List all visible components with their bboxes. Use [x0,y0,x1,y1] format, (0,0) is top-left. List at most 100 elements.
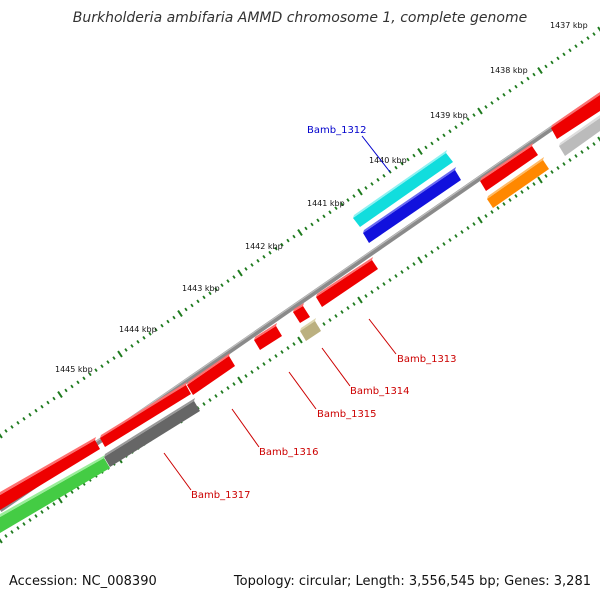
inner-scale-tick [202,402,206,406]
outer-scale-tick [190,303,194,308]
inner-scale-tick [268,358,272,362]
outer-scale-tick [220,283,224,287]
outer-scale-tick [442,133,446,138]
outer-scale-tick [477,107,483,115]
outer-scale-tick [376,178,380,182]
outer-scale-tick [328,210,332,215]
gene-red-right-top[interactable] [551,92,600,139]
gene-label-bamb-1317[interactable]: Bamb_1317 [191,490,251,501]
inner-scale-tick [220,390,224,394]
outer-scale-tick [88,372,92,377]
outer-scale-tick [502,92,506,97]
gene-red-left-outer-1[interactable] [0,437,100,510]
outer-scale-tick [532,72,536,77]
outer-scale-tick [537,67,543,74]
gene-label-bamb-1316[interactable]: Bamb_1316 [259,447,319,458]
outer-scale-tick [526,76,530,81]
inner-scale-tick [568,158,572,162]
inner-scale-tick [556,166,560,170]
outer-scale-tick [484,105,488,109]
outer-scale-tick [597,26,600,32]
outer-scale-tick [382,173,386,178]
gene-bamb-1315[interactable] [254,323,282,350]
inner-scale-tick [477,216,483,224]
gene-label-bamb-1315[interactable]: Bamb_1315 [317,409,377,420]
inner-scale-tick [484,214,488,218]
inner-scale-tick [532,182,536,186]
inner-scale-tick [328,318,332,322]
outer-scale-tick [136,340,140,344]
outer-scale-tick [514,84,518,89]
gene-bamb-1314-khaki[interactable] [300,318,321,341]
outer-scale-tick [244,267,248,271]
outer-scale-tick [592,32,596,36]
outer-scale-tick [466,117,470,121]
inner-scale-tick [502,202,506,206]
inner-scale-tick [424,254,428,258]
gene-bamb-1312-cyan[interactable] [353,150,453,227]
outer-scale-tick [124,348,128,352]
outer-scale-tick [490,101,494,105]
outer-scale-tick [286,238,290,243]
outer-scale-ticks [0,26,600,439]
scale-label-1443: 1443 kbp [182,284,220,293]
inner-scale-tick [46,506,50,510]
inner-scale-tick [388,278,392,282]
gene-bamb-1316[interactable] [187,353,235,395]
gene-label-bamb-1314[interactable]: Bamb_1314 [350,386,410,397]
inner-scale-tick [520,190,524,194]
outer-scale-tick [184,307,188,312]
inner-scale-tick [22,522,26,526]
gene-label-bamb-1312[interactable]: Bamb_1312 [307,125,367,136]
inner-scale-tick [292,342,296,346]
outer-scale-tick [57,391,63,398]
outer-scale-tick [177,310,183,317]
outer-scale-tick [460,121,464,125]
outer-scale-tick [106,360,110,364]
outer-scale-tick [52,396,56,401]
gene-red-right-2[interactable] [480,143,538,191]
outer-scale-tick [76,380,80,385]
inner-scale-tick [16,526,20,530]
outer-scale-tick [82,376,86,381]
outer-scale-tick [130,344,134,348]
map-title: Burkholderia ambifaria AMMD chromosome 1… [72,10,528,26]
gene-orange[interactable] [487,157,549,208]
scale-label-1440: 1440 kbp [369,156,407,165]
outer-scale-tick [262,254,266,259]
scale-label-1439: 1439 kbp [430,111,468,120]
inner-scale-tick [0,538,3,544]
gene-green[interactable] [0,455,110,533]
outer-scale-tick [322,214,326,219]
inner-scale-tick [364,294,368,298]
gene-bamb-1314-red[interactable] [293,303,310,323]
inner-scale-tick [52,502,56,506]
gene-light-gray[interactable] [559,115,600,156]
inner-scale-tick [592,142,596,146]
inner-scale-tick [550,170,554,174]
outer-scale-tick [250,263,254,267]
gene-bamb-1317-dark[interactable] [104,398,200,467]
outer-scale-tick [70,384,74,389]
inner-scale-tick [406,266,410,270]
inner-scale-tick [256,366,260,370]
inner-scale-tick [466,226,470,230]
outer-scale-tick [412,153,416,158]
outer-scale-tick [117,350,123,358]
inner-scale-tick [580,150,584,154]
outer-scale-tick [357,188,363,196]
gene-bamb-1313[interactable] [316,257,378,307]
outer-scale-tick [310,222,314,227]
gene-blue[interactable] [363,167,461,243]
outer-scale-tick [142,335,146,340]
gene-red-left-outer-2[interactable] [100,382,191,447]
outer-scale-tick [436,137,440,142]
outer-scale-tick [574,44,578,49]
outer-scale-tick [424,145,428,150]
inner-scale-tick [334,314,338,318]
outer-scale-tick [454,125,458,130]
outer-scale-tick [586,36,590,40]
gene-label-bamb-1313[interactable]: Bamb_1313 [397,354,457,365]
leader-bamb-1312 [361,135,391,173]
